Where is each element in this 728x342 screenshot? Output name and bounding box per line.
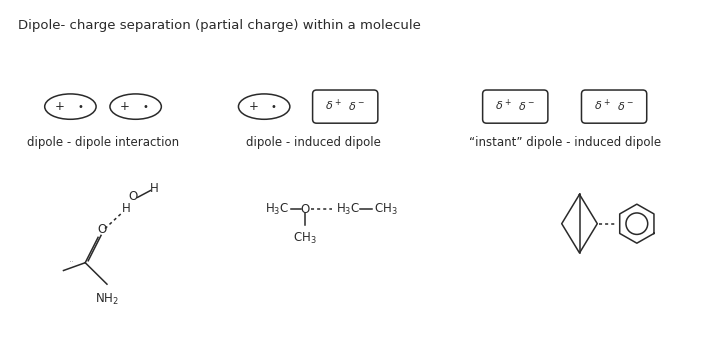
Text: CH$_3$: CH$_3$ bbox=[374, 201, 397, 216]
Text: H$_3$C: H$_3$C bbox=[336, 201, 360, 216]
Text: $\delta^-$: $\delta^-$ bbox=[518, 100, 535, 111]
Text: $\delta^-$: $\delta^-$ bbox=[617, 100, 634, 111]
Text: CH$_3$: CH$_3$ bbox=[293, 231, 317, 246]
Text: dipole - dipole interaction: dipole - dipole interaction bbox=[27, 136, 179, 149]
Text: H: H bbox=[122, 201, 131, 214]
Text: +: + bbox=[120, 100, 130, 113]
Text: CH$_3$: CH$_3$ bbox=[69, 260, 74, 265]
Text: O: O bbox=[98, 223, 107, 236]
Text: +: + bbox=[248, 100, 258, 113]
Text: $\delta^+$: $\delta^+$ bbox=[496, 98, 512, 113]
Text: dipole - induced dipole: dipole - induced dipole bbox=[246, 136, 381, 149]
Text: •: • bbox=[77, 102, 83, 111]
Text: H$_3$C: H$_3$C bbox=[265, 201, 289, 216]
Text: $\delta^-$: $\delta^-$ bbox=[348, 100, 365, 111]
Text: H: H bbox=[150, 182, 159, 195]
Text: O: O bbox=[300, 202, 309, 215]
Text: NH$_2$: NH$_2$ bbox=[95, 292, 119, 307]
Text: $\delta^+$: $\delta^+$ bbox=[325, 98, 342, 113]
Text: $\delta^+$: $\delta^+$ bbox=[594, 98, 611, 113]
Text: •: • bbox=[271, 102, 277, 111]
Text: Dipole- charge separation (partial charge) within a molecule: Dipole- charge separation (partial charg… bbox=[18, 19, 421, 32]
Text: O: O bbox=[128, 190, 138, 203]
Text: +: + bbox=[55, 100, 65, 113]
Text: “instant” dipole - induced dipole: “instant” dipole - induced dipole bbox=[469, 136, 661, 149]
Text: •: • bbox=[143, 102, 149, 111]
